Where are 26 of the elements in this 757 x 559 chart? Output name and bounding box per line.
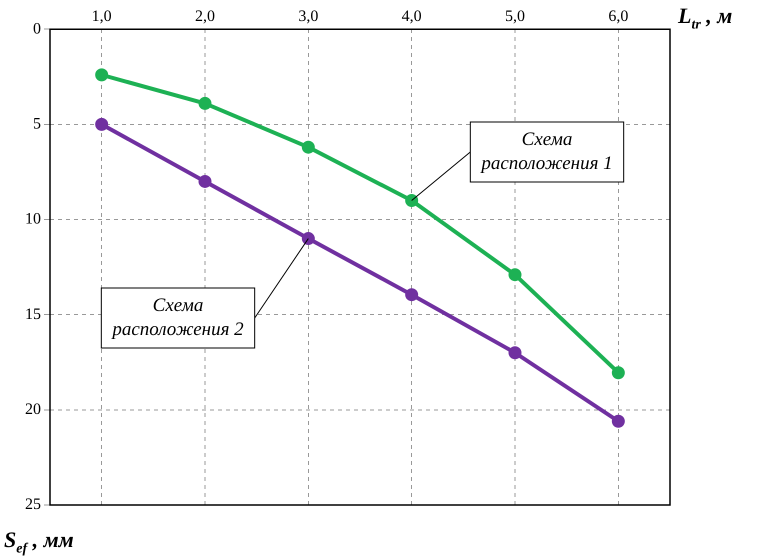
y-tick-label: 15 xyxy=(25,306,41,323)
x-tick-label: 6,0 xyxy=(608,8,628,25)
y-tick-label: 5 xyxy=(33,116,41,133)
point xyxy=(198,96,212,110)
point xyxy=(95,68,108,82)
point xyxy=(302,140,315,154)
y-tick-label: 20 xyxy=(25,401,41,418)
text: Схема расположения 2 xyxy=(110,295,244,340)
point xyxy=(612,414,625,428)
point xyxy=(405,194,418,207)
y-tick-label: 10 xyxy=(25,210,41,228)
text: Схема расположения 1 xyxy=(479,129,613,174)
x-tick-label: 2,0 xyxy=(195,8,215,25)
point xyxy=(302,232,315,246)
point xyxy=(95,118,108,131)
point xyxy=(612,366,625,380)
y-tick-label: 0 xyxy=(33,20,41,38)
point xyxy=(198,174,212,188)
x-tick-label: 5,0 xyxy=(505,8,525,25)
x-tick-label: 1,0 xyxy=(92,8,112,25)
point xyxy=(508,268,522,282)
point xyxy=(405,288,418,302)
x-tick-label: 4,0 xyxy=(402,8,422,25)
point xyxy=(508,346,522,360)
y-tick-label: 25 xyxy=(25,496,41,514)
x-tick-label: 3,0 xyxy=(298,8,318,25)
